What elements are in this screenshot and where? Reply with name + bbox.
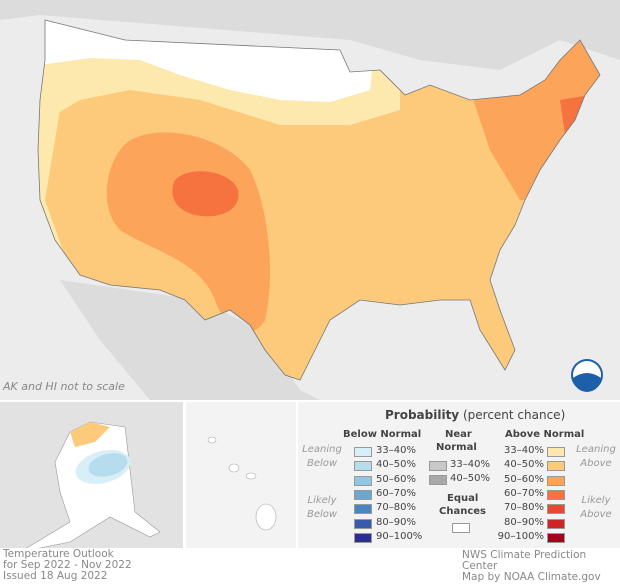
legend-title-suffix: (percent chance) — [462, 408, 566, 422]
conus-outlook-map — [0, 0, 620, 400]
above-label: 40–50% — [504, 459, 544, 471]
above-swatch — [547, 447, 565, 457]
leaning-below-2: Below — [306, 458, 338, 469]
above-label: 90–100% — [497, 530, 544, 542]
near-label: 33–40% — [450, 459, 490, 470]
area-60-70 — [172, 171, 239, 217]
conus-map: AK and HI not to scale — [0, 0, 620, 400]
above-label: 33–40% — [504, 445, 544, 456]
above-swatch — [547, 518, 565, 529]
near-swatch — [429, 461, 447, 471]
below-label: 33–40% — [376, 445, 416, 456]
near-label: 40–50% — [450, 473, 490, 485]
credits: NWS Climate Prediction Center Map by NOA… — [462, 550, 620, 583]
above-swatch — [547, 504, 565, 515]
above-label: 60–70% — [504, 487, 544, 499]
caption-title: Temperature Outlook — [3, 548, 114, 560]
likely-above-1: Likely — [581, 495, 611, 506]
caption-issued: Issued 18 Aug 2022 — [3, 570, 108, 582]
credit-cpc: NWS Climate Prediction Center — [462, 549, 587, 572]
above-swatch — [547, 461, 565, 472]
area-ne-60-70 — [560, 95, 590, 135]
credit-climate-gov: Map by NOAA Climate.gov — [462, 571, 601, 583]
below-label: 80–90% — [376, 516, 416, 528]
below-label: 40–50% — [376, 459, 416, 471]
below-swatch — [354, 489, 372, 500]
near-normal-header-2: Normal — [436, 442, 477, 453]
above-swatch — [547, 532, 565, 543]
above-label: 50–60% — [504, 473, 544, 485]
below-label: 60–70% — [376, 487, 416, 499]
above-swatch — [547, 489, 565, 500]
canada-land — [0, 0, 620, 70]
noaa-logo — [571, 359, 603, 392]
probability-legend: Probability (percent chance) Below Norma… — [298, 402, 620, 548]
legend-title: Probability — [385, 408, 460, 422]
below-swatch — [354, 461, 372, 472]
below-label: 90–100% — [376, 530, 423, 542]
leaning-below-1: Leaning — [302, 444, 342, 455]
below-label: 50–60% — [376, 473, 416, 485]
likely-below-1: Likely — [307, 495, 337, 506]
leaning-above-1: Leaning — [576, 444, 616, 455]
likely-below-2: Below — [306, 509, 338, 520]
hawaii-inset — [186, 402, 296, 548]
above-label: 70–80% — [504, 502, 544, 514]
caption-period: for Sep 2022 - Nov 2022 — [3, 559, 132, 571]
below-normal-header: Below Normal — [343, 429, 422, 440]
below-swatch — [354, 504, 372, 515]
near-swatch — [429, 475, 447, 486]
near-normal-header-1: Near — [445, 429, 472, 440]
below-swatch — [354, 518, 372, 529]
equal-chances-1: Equal — [447, 493, 479, 504]
below-swatch — [354, 532, 372, 543]
alaska-inset — [0, 402, 183, 553]
equal-chances-swatch — [452, 523, 470, 533]
above-label: 80–90% — [504, 516, 544, 528]
equal-chances-2: Chances — [439, 506, 486, 517]
outlook-caption: Temperature Outlook for Sep 2022 - Nov 2… — [3, 549, 132, 582]
above-swatch — [547, 475, 565, 486]
mexico-land — [60, 280, 320, 400]
leaning-above-2: Above — [580, 458, 612, 469]
above-normal-header: Above Normal — [505, 429, 585, 440]
below-swatch — [354, 475, 372, 486]
scale-note: AK and HI not to scale — [3, 380, 125, 393]
below-label: 70–80% — [376, 502, 416, 514]
below-swatch — [354, 447, 372, 457]
likely-above-2: Above — [580, 509, 612, 520]
